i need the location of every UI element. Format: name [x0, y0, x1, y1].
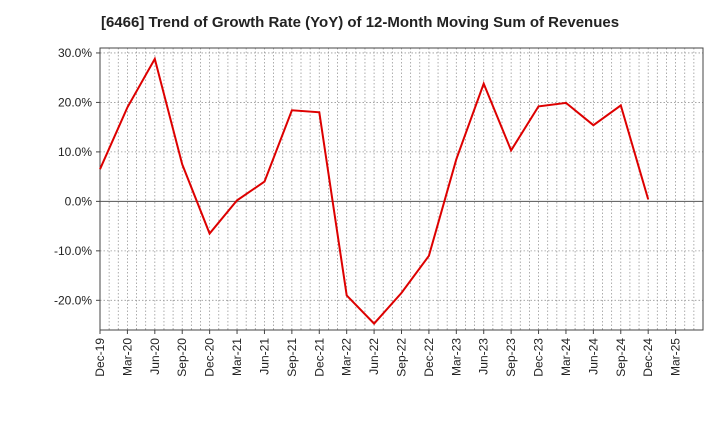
- x-tick-label: Mar-24: [559, 338, 573, 376]
- x-tick-label: Jun-21: [257, 338, 271, 375]
- x-tick-label: Sep-22: [395, 338, 409, 377]
- x-tick-label: Dec-22: [422, 338, 436, 377]
- x-tick-label: Jun-22: [367, 338, 381, 375]
- series-layer: [99, 56, 650, 326]
- x-tick-label: Dec-23: [532, 338, 546, 377]
- x-tick-label: Dec-21: [312, 338, 326, 377]
- x-tick-label: Jun-24: [586, 338, 600, 375]
- chart-title: [6466] Trend of Growth Rate (YoY) of 12-…: [100, 14, 620, 31]
- x-tick-label: Dec-19: [93, 338, 107, 377]
- x-tick-label: Mar-23: [449, 338, 463, 376]
- grid-layer: [100, 48, 703, 330]
- x-tick-label: Sep-20: [175, 338, 189, 377]
- y-axis-ticks: 30.0% 20.0% 10.0% 0.0% -10.0% -20.0%: [54, 46, 100, 307]
- y-tick-label: 10.0%: [58, 145, 92, 159]
- y-tick-label: -10.0%: [54, 244, 92, 258]
- y-tick-label: 30.0%: [58, 46, 92, 60]
- x-tick-label: Dec-20: [203, 338, 217, 377]
- x-tick-label: Mar-21: [230, 338, 244, 376]
- x-tick-label: Mar-25: [669, 338, 683, 376]
- x-tick-label: Jun-20: [148, 338, 162, 375]
- x-tick-label: Jun-23: [477, 338, 491, 375]
- y-tick-label: -20.0%: [54, 293, 92, 307]
- y-tick-label: 0.0%: [65, 194, 93, 208]
- x-tick-label: Dec-24: [641, 338, 655, 377]
- x-tick-label: Sep-24: [614, 338, 628, 377]
- x-tick-label: Sep-23: [504, 338, 518, 377]
- x-tick-label: Mar-20: [120, 338, 134, 376]
- y-tick-label: 20.0%: [58, 95, 92, 109]
- x-axis-ticks: Dec-19 Mar-20 Jun-20 Sep-20 Dec-20 Mar-21 Jun-…: [93, 330, 683, 377]
- x-tick-label: Sep-21: [285, 338, 299, 377]
- x-tick-label: Mar-22: [340, 338, 354, 376]
